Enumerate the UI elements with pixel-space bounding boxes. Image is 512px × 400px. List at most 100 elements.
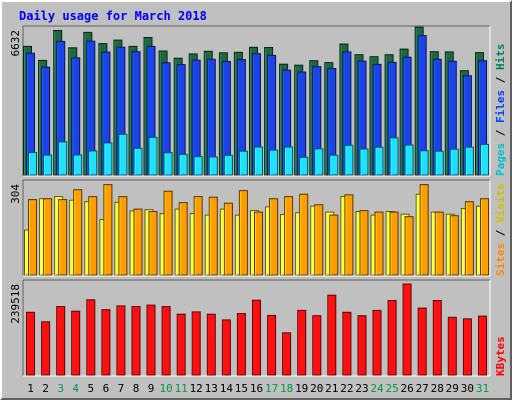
bar-pages-day-9 (148, 136, 158, 176)
bar-sites-day-17 (269, 198, 279, 276)
x-tick-label-20: 20 (310, 382, 323, 395)
bar-kbytes-day-31 (478, 315, 487, 376)
legend-part: KBytes (494, 336, 507, 376)
bar-pages-day-4 (73, 154, 83, 176)
panel-bottom-legend: KBytes (494, 336, 507, 376)
x-tick-label-9: 9 (148, 382, 155, 395)
x-tick-label-1: 1 (27, 382, 34, 395)
bar-pages-day-8 (133, 147, 143, 176)
x-tick-label-15: 15 (235, 382, 248, 395)
bar-kbytes-day-30 (462, 318, 472, 376)
x-tick-label-4: 4 (72, 382, 79, 395)
bar-pages-day-29 (449, 148, 459, 176)
bar-pages-day-23 (359, 148, 369, 176)
bar-sites-day-5 (88, 196, 98, 276)
x-tick-label-24: 24 (370, 382, 384, 395)
x-tick-label-18: 18 (280, 382, 293, 395)
bar-kbytes-day-3 (56, 306, 66, 376)
bar-sites-day-22 (344, 194, 354, 276)
bar-kbytes-day-9 (146, 304, 156, 376)
x-tick-label-10: 10 (159, 382, 172, 395)
x-tick-label-23: 23 (355, 382, 368, 395)
x-tick-label-12: 12 (190, 382, 203, 395)
bar-sites-day-4 (73, 189, 83, 276)
x-tick-label-3: 3 (57, 382, 64, 395)
bar-pages-day-10 (163, 152, 173, 176)
bar-sites-day-31 (480, 198, 489, 276)
bar-kbytes-day-2 (41, 321, 51, 376)
x-tick-label-8: 8 (133, 382, 140, 395)
bar-kbytes-day-25 (387, 300, 397, 376)
bar-sites-day-2 (43, 198, 53, 276)
x-tick-label-16: 16 (250, 382, 263, 395)
bar-sites-day-27 (419, 184, 429, 276)
panel-top-max-label: 6632 (9, 30, 22, 57)
x-tick-label-30: 30 (461, 382, 474, 395)
bar-sites-day-3 (58, 199, 68, 276)
bar-kbytes-day-14 (221, 319, 231, 376)
x-tick-label-31: 31 (476, 382, 489, 395)
bar-pages-day-15 (238, 150, 248, 176)
bar-sites-day-1 (28, 199, 37, 276)
bar-sites-day-25 (389, 211, 399, 276)
x-tick-label-6: 6 (103, 382, 110, 395)
bar-sites-day-12 (193, 196, 203, 276)
bar-pages-day-5 (88, 150, 98, 176)
bar-sites-day-23 (359, 210, 369, 276)
bar-pages-day-26 (404, 144, 414, 176)
bar-pages-day-12 (193, 156, 203, 176)
legend-part: Pages (494, 143, 507, 176)
bar-pages-day-27 (419, 150, 429, 176)
chart-panels: 6632 Pages / Files / Hits 304 Sites / Visit… (9, 25, 507, 377)
x-tick-label-2: 2 (42, 382, 49, 395)
panel-bottom: 239518 KBytes (9, 279, 507, 377)
bar-pages-day-6 (103, 142, 113, 176)
x-tick-label-11: 11 (175, 382, 188, 395)
bar-pages-day-20 (314, 148, 324, 176)
bar-kbytes-day-6 (101, 309, 111, 376)
bar-kbytes-day-12 (191, 311, 201, 376)
bar-pages-day-21 (329, 154, 339, 176)
bar-pages-day-31 (480, 143, 489, 176)
bar-sites-day-16 (254, 211, 263, 276)
bar-pages-day-3 (58, 141, 68, 176)
bar-sites-day-9 (148, 211, 158, 276)
x-tick-label-29: 29 (446, 382, 459, 395)
bar-pages-day-28 (434, 150, 444, 176)
bar-pages-day-17 (269, 149, 279, 176)
bar-kbytes-day-24 (372, 309, 382, 376)
bar-kbytes-day-1 (26, 311, 35, 376)
bar-kbytes-day-16 (252, 299, 261, 376)
chart-title: Daily usage for March 2018 (19, 9, 207, 23)
bar-kbytes-day-5 (86, 299, 96, 376)
legend-part: Files (494, 90, 507, 123)
bar-pages-day-18 (284, 146, 294, 176)
bar-sites-day-18 (284, 196, 294, 276)
bar-kbytes-day-21 (327, 294, 337, 376)
x-tick-label-7: 7 (118, 382, 125, 395)
bar-kbytes-day-22 (342, 311, 352, 376)
bar-sites-day-29 (449, 215, 459, 276)
bar-pages-day-30 (464, 146, 474, 176)
bar-sites-day-30 (464, 201, 474, 276)
bar-pages-day-1 (28, 152, 37, 176)
x-tick-label-26: 26 (400, 382, 413, 395)
x-tick-label-25: 25 (385, 382, 398, 395)
x-tick-label-22: 22 (340, 382, 353, 395)
bar-pages-day-24 (374, 146, 384, 176)
x-tick-label-17: 17 (265, 382, 278, 395)
bar-pages-day-11 (178, 153, 188, 176)
bar-kbytes-day-17 (267, 314, 277, 376)
x-tick-label-14: 14 (220, 382, 234, 395)
x-tick-label-21: 21 (325, 382, 338, 395)
bar-pages-day-25 (389, 137, 399, 176)
x-tick-label-28: 28 (431, 382, 444, 395)
panel-top: 6632 Pages / Files / Hits (9, 25, 507, 177)
panel-middle-legend: Sites / Visits (494, 183, 507, 276)
bar-sites-day-24 (374, 211, 384, 276)
bar-kbytes-day-8 (131, 306, 141, 376)
legend-part: / (494, 223, 507, 243)
bar-sites-day-19 (299, 193, 309, 276)
bar-pages-day-7 (118, 133, 128, 176)
